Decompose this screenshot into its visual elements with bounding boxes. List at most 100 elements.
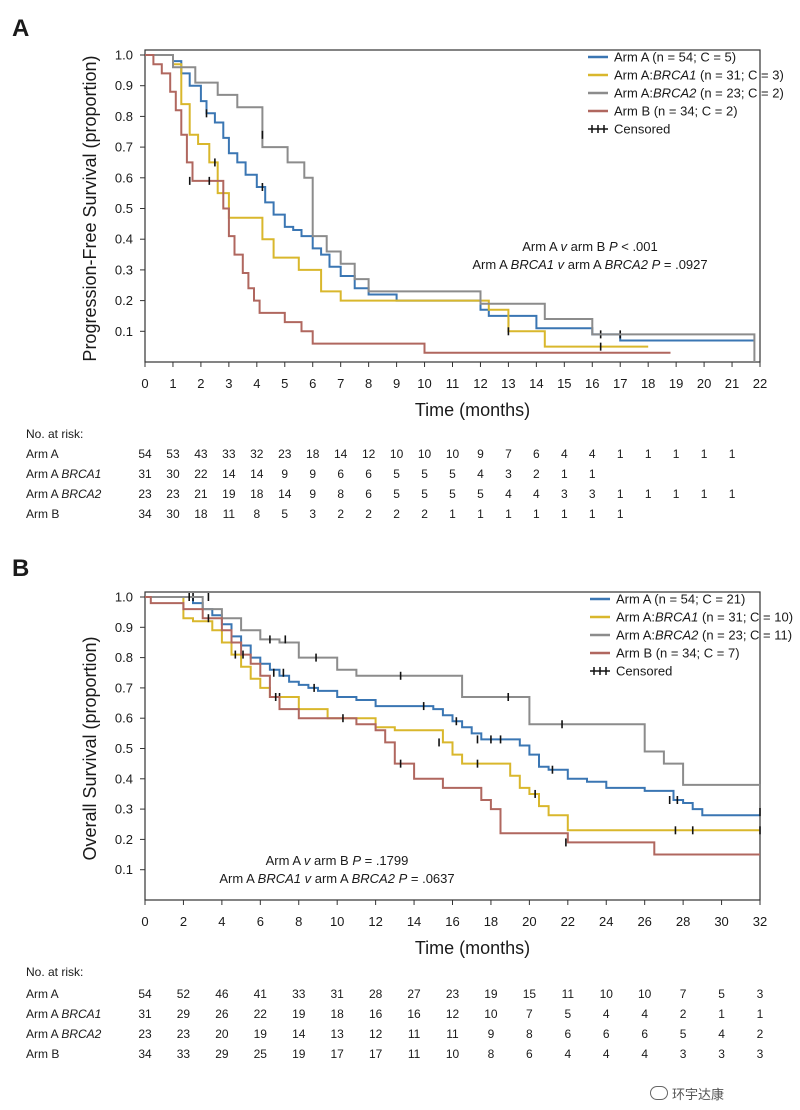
risk-count: 1 [617,507,624,521]
x-tick-label: 3 [225,376,232,391]
legend: Arm A (n = 54; C = 5) Arm A:BRCA1 (n = 31… [588,50,784,137]
risk-count: 33 [292,987,306,1001]
legend-label-brca2: Arm A:BRCA2 (n = 23; C = 11) [616,628,792,643]
x-tick-label: 18 [641,376,655,391]
risk-count: 33 [177,1047,191,1061]
risk-count: 10 [390,447,404,461]
risk-count: 1 [561,507,568,521]
legend-label-armA: Arm A (n = 54; C = 5) [614,50,736,65]
risk-count: 23 [138,487,152,501]
risk-count: 1 [617,447,624,461]
x-tick-label: 22 [753,376,767,391]
risk-count: 19 [484,987,498,1001]
risk-count: 52 [177,987,191,1001]
y-tick-label: 0.7 [115,140,133,155]
panel-b: B0 2 4 6 8 10 12 14 16 18 20 22 24 26 28 30 320.10.20.30… [12,555,793,1061]
risk-count: 1 [718,1007,725,1021]
x-tick-label: 30 [714,914,728,929]
risk-count: 14 [334,447,348,461]
risk-count: 10 [446,1047,460,1061]
risk-count: 41 [254,987,268,1001]
risk-row-label: Arm B [26,507,59,521]
y-tick-label: 0.6 [115,711,133,726]
risk-count: 26 [215,1007,229,1021]
risk-count: 9 [477,447,484,461]
risk-count: 1 [729,447,736,461]
x-tick-label: 17 [613,376,627,391]
risk-count: 54 [138,987,152,1001]
risk-count: 10 [446,447,460,461]
risk-count: 4 [561,447,568,461]
risk-row-label: Arm A BRCA2 [26,1027,102,1041]
risk-count: 6 [526,1047,533,1061]
watermark-text: 环宇达康 [672,1088,725,1103]
y-tick-label: 1.0 [115,590,133,605]
risk-count: 18 [331,1007,345,1021]
risk-count: 15 [523,987,537,1001]
risk-count: 3 [757,987,764,1001]
risk-count: 19 [222,487,236,501]
risk-count: 23 [278,447,292,461]
risk-count: 1 [533,507,540,521]
risk-count: 5 [680,1027,687,1041]
x-tick-label: 15 [557,376,571,391]
risk-count: 6 [603,1027,610,1041]
risk-count: 18 [194,507,208,521]
x-tick-label: 0 [141,376,148,391]
legend-label-armB: Arm B (n = 34; C = 2) [614,104,738,119]
risk-count: 21 [194,487,208,501]
risk-count: 7 [505,447,512,461]
risk-count: 8 [526,1027,533,1041]
risk-table-title: No. at risk: [26,427,83,441]
x-tick-label: 2 [180,914,187,929]
risk-table-title: No. at risk: [26,965,83,979]
risk-count: 3 [757,1047,764,1061]
x-tick-label: 28 [676,914,690,929]
p-value-annotation: Arm A BRCA1 v arm A BRCA2 P = .0637 [219,871,454,886]
risk-count: 5 [421,467,428,481]
risk-count: 5 [393,467,400,481]
x-tick-label: 14 [407,914,421,929]
risk-count: 5 [449,467,456,481]
risk-count: 6 [564,1027,571,1041]
risk-count: 11 [408,1027,421,1041]
risk-count: 4 [533,487,540,501]
x-tick-label: 19 [669,376,683,391]
x-axis-title: Time (months) [415,400,530,420]
risk-count: 1 [589,507,596,521]
risk-count: 1 [757,1007,764,1021]
risk-count: 14 [250,467,264,481]
risk-count: 2 [757,1027,764,1041]
risk-count: 2 [337,507,344,521]
risk-count: 17 [331,1047,345,1061]
risk-count: 1 [477,507,484,521]
risk-count: 33 [222,447,236,461]
risk-count: 1 [589,467,596,481]
x-tick-label: 21 [725,376,739,391]
y-tick-label: 0.6 [115,170,133,185]
risk-count: 18 [306,447,320,461]
p-value-annotation: Arm A BRCA1 v arm A BRCA2 P = .0927 [472,257,707,272]
risk-count: 1 [617,487,624,501]
risk-table: No. at risk:Arm A 54 52 46 41 33 31 28 27 23 19 15 1… [26,965,764,1061]
risk-row-label: Arm A BRCA1 [26,467,101,481]
legend-label-brca2: Arm A:BRCA2 (n = 23; C = 2) [614,86,784,101]
risk-row-label: Arm B [26,1047,59,1061]
risk-count: 4 [477,467,484,481]
risk-count: 5 [281,507,288,521]
risk-count: 23 [446,987,460,1001]
risk-count: 4 [505,487,512,501]
risk-count: 14 [278,487,292,501]
risk-count: 4 [589,447,596,461]
x-tick-label: 8 [365,376,372,391]
risk-count: 9 [309,487,316,501]
risk-count: 29 [177,1007,191,1021]
risk-count: 12 [446,1007,460,1021]
risk-count: 23 [177,1027,191,1041]
x-tick-label: 8 [295,914,302,929]
risk-count: 4 [603,1007,610,1021]
risk-count: 10 [638,987,652,1001]
y-tick-label: 0.9 [115,620,133,635]
risk-count: 22 [254,1007,268,1021]
risk-count: 5 [718,987,725,1001]
